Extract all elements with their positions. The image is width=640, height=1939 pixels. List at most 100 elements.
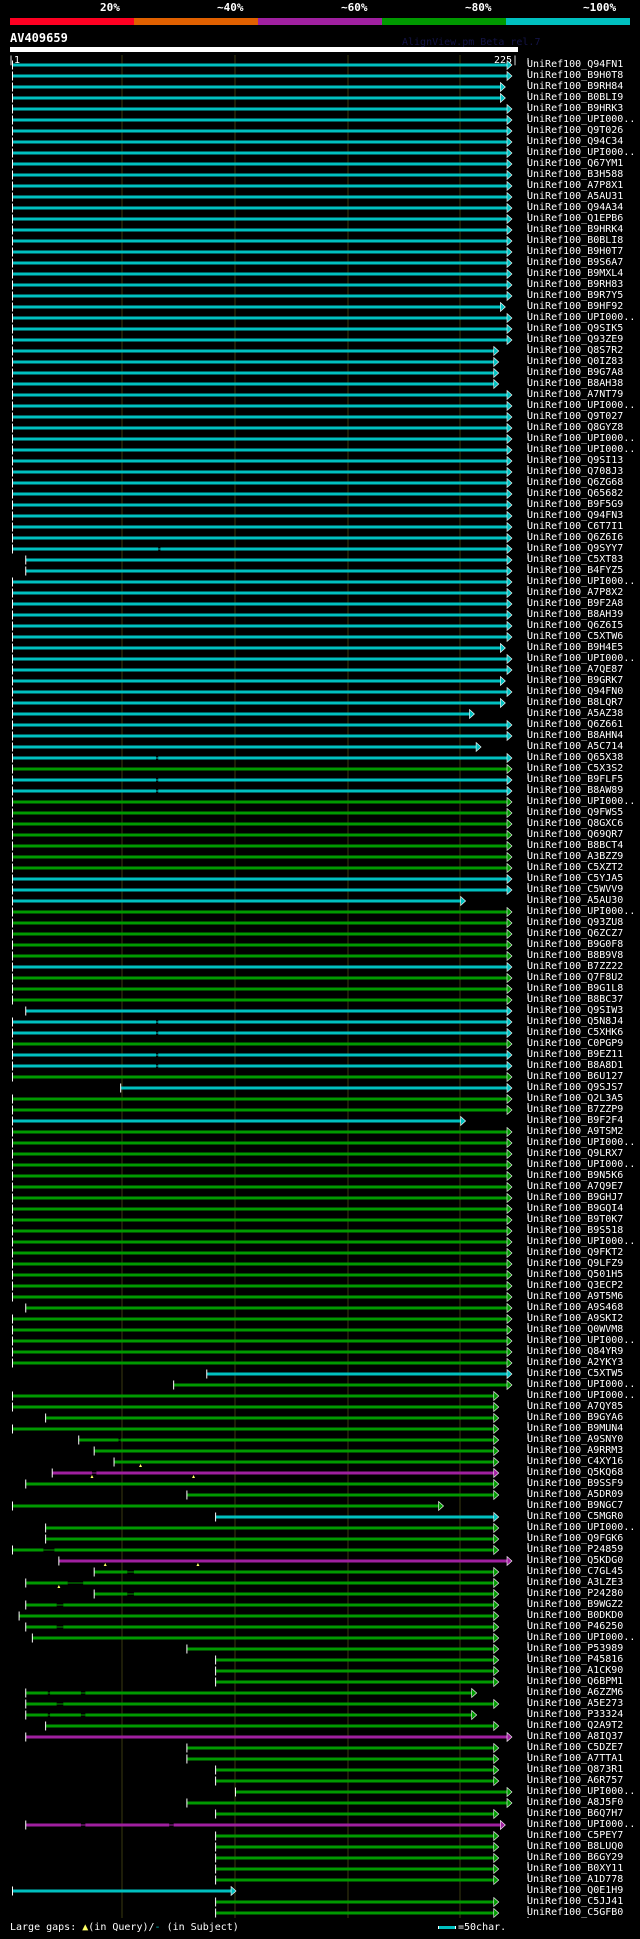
hit-label[interactable]: UniRef100_A5AU31 (527, 191, 624, 202)
hit-label[interactable]: UniRef100_UPI000.. (527, 444, 636, 455)
hit-label[interactable]: UniRef100_A7TTA1 (527, 1753, 624, 1764)
hit-label[interactable]: UniRef100_C5GFB0 (527, 1907, 624, 1918)
hit-label[interactable]: UniRef100_Q9SYY7 (527, 543, 624, 554)
hit-label[interactable]: UniRef100_B9S518 (527, 1225, 624, 1236)
hit-label[interactable]: UniRef100_B9F2F4 (527, 1115, 624, 1126)
hit-label[interactable]: UniRef100_Q94A34 (527, 202, 624, 213)
hit-label[interactable]: UniRef100_UPI000.. (527, 1236, 636, 1247)
hit-label[interactable]: UniRef100_Q94FN1 (527, 59, 624, 70)
hit-label[interactable]: UniRef100_P33324 (527, 1709, 624, 1720)
hit-label[interactable]: UniRef100_Q9FWS5 (527, 807, 624, 818)
hit-label[interactable]: UniRef100_B8A8D1 (527, 1060, 624, 1071)
hit-label[interactable]: UniRef100_P53989 (527, 1643, 624, 1654)
hit-label[interactable]: UniRef100_UPI000.. (527, 1786, 636, 1797)
hit-label[interactable]: UniRef100_Q0E1H9 (527, 1885, 624, 1896)
hit-label[interactable]: UniRef100_UPI000.. (527, 796, 636, 807)
hit-label[interactable]: UniRef100_P46250 (527, 1621, 624, 1632)
hit-label[interactable]: UniRef100_A5C714 (527, 741, 624, 752)
hit-label[interactable]: UniRef100_Q5N8J4 (527, 1016, 624, 1027)
hit-label[interactable]: UniRef100_B9RH83 (527, 279, 624, 290)
hit-label[interactable]: UniRef100_A7NT79 (527, 389, 624, 400)
hit-label[interactable]: UniRef100_C6T7I1 (527, 521, 624, 532)
hit-label[interactable]: UniRef100_UPI000.. (527, 114, 636, 125)
hit-label[interactable]: UniRef100_Q501H5 (527, 1269, 624, 1280)
hit-label[interactable]: UniRef100_B8AH38 (527, 378, 624, 389)
hit-label[interactable]: UniRef100_UPI000.. (527, 1335, 636, 1346)
hit-label[interactable]: UniRef100_UPI000.. (527, 1379, 636, 1390)
hit-label[interactable]: UniRef100_Q8GXC6 (527, 818, 624, 829)
hit-label[interactable]: UniRef100_Q9T027 (527, 411, 624, 422)
hit-label[interactable]: UniRef100_B9NGC7 (527, 1500, 624, 1511)
hit-label[interactable]: UniRef100_C5XHK6 (527, 1027, 624, 1038)
hit-label[interactable]: UniRef100_A5E273 (527, 1698, 624, 1709)
hit-label[interactable]: UniRef100_A9S468 (527, 1302, 624, 1313)
hit-label[interactable]: UniRef100_Q9SJS7 (527, 1082, 624, 1093)
hit-label[interactable]: UniRef100_A7QY85 (527, 1401, 624, 1412)
hit-label[interactable]: UniRef100_B6U127 (527, 1071, 624, 1082)
hit-label[interactable]: UniRef100_Q84YR9 (527, 1346, 624, 1357)
hit-label[interactable]: UniRef100_B9HF92 (527, 301, 624, 312)
hit-label[interactable]: UniRef100_B9HRK3 (527, 103, 624, 114)
hit-label[interactable]: UniRef100_C5JJ41 (527, 1896, 624, 1907)
hit-label[interactable]: UniRef100_Q708J3 (527, 466, 624, 477)
hit-label[interactable]: UniRef100_UPI000.. (527, 653, 636, 664)
hit-label[interactable]: UniRef100_Q6Z661 (527, 719, 624, 730)
hit-label[interactable]: UniRef100_B9T0K7 (527, 1214, 624, 1225)
hit-label[interactable]: UniRef100_P24280 (527, 1588, 624, 1599)
hit-label[interactable]: UniRef100_C5DZE7 (527, 1742, 624, 1753)
hit-label[interactable]: UniRef100_Q5KQ68 (527, 1467, 624, 1478)
hit-label[interactable]: UniRef100_UPI000.. (527, 147, 636, 158)
hit-label[interactable]: UniRef100_Q9FGK6 (527, 1533, 624, 1544)
hit-label[interactable]: UniRef100_B9G0F8 (527, 939, 624, 950)
hit-label[interactable]: UniRef100_Q3ECP2 (527, 1280, 624, 1291)
hit-label[interactable]: UniRef100_C4XY16 (527, 1456, 624, 1467)
hit-label[interactable]: UniRef100_A9RRM3 (527, 1445, 624, 1456)
hit-label[interactable]: UniRef100_Q2L3A5 (527, 1093, 624, 1104)
hit-label[interactable]: UniRef100_C7GL45 (527, 1566, 624, 1577)
hit-label[interactable]: UniRef100_A9SKI2 (527, 1313, 624, 1324)
hit-label[interactable]: UniRef100_Q65X38 (527, 752, 624, 763)
hit-label[interactable]: UniRef100_B9F2A8 (527, 598, 624, 609)
hit-label[interactable]: UniRef100_A3LZE3 (527, 1577, 624, 1588)
hit-label[interactable]: UniRef100_Q6ZCZ7 (527, 928, 624, 939)
hit-label[interactable]: UniRef100_B9N5K6 (527, 1170, 624, 1181)
hit-label[interactable]: UniRef100_B8LQR7 (527, 697, 624, 708)
hit-label[interactable]: UniRef100_B9RH84 (527, 81, 624, 92)
hit-label[interactable]: UniRef100_Q6Z6I5 (527, 620, 624, 631)
hit-label[interactable]: UniRef100_B9G1L8 (527, 983, 624, 994)
hit-label[interactable]: UniRef100_UPI000.. (527, 312, 636, 323)
hit-label[interactable]: UniRef100_Q94FN3 (527, 510, 624, 521)
hit-label[interactable]: UniRef100_B9R7Y5 (527, 290, 624, 301)
hit-label[interactable]: UniRef100_Q6BPM1 (527, 1676, 624, 1687)
hit-label[interactable]: UniRef100_B6Q7H7 (527, 1808, 624, 1819)
hit-label[interactable]: UniRef100_Q9SIK5 (527, 323, 624, 334)
hit-label[interactable]: UniRef100_B9EZ11 (527, 1049, 624, 1060)
hit-label[interactable]: UniRef100_A9TSM2 (527, 1126, 624, 1137)
hit-label[interactable]: UniRef100_B9S6A7 (527, 257, 624, 268)
hit-label[interactable]: UniRef100_A1D778 (527, 1874, 624, 1885)
hit-label[interactable]: UniRef100_Q9T026 (527, 125, 624, 136)
hit-label[interactable]: UniRef100_A5AZ38 (527, 708, 624, 719)
hit-label[interactable]: UniRef100_B9GRK7 (527, 675, 624, 686)
hit-label[interactable]: UniRef100_C5XZT2 (527, 862, 624, 873)
hit-label[interactable]: UniRef100_B9H4E5 (527, 642, 624, 653)
hit-label[interactable]: UniRef100_B9HRK4 (527, 224, 624, 235)
hit-label[interactable]: UniRef100_A8J5F0 (527, 1797, 624, 1808)
hit-label[interactable]: UniRef100_Q5KDG0 (527, 1555, 624, 1566)
hit-label[interactable]: UniRef100_B4FYZ5 (527, 565, 624, 576)
hit-label[interactable]: UniRef100_UPI000.. (527, 1819, 636, 1830)
hit-label[interactable]: UniRef100_A8IQ37 (527, 1731, 624, 1742)
hit-label[interactable]: UniRef100_B9GYA6 (527, 1412, 624, 1423)
hit-label[interactable]: UniRef100_B3H588 (527, 169, 624, 180)
hit-label[interactable]: UniRef100_C0PGP9 (527, 1038, 624, 1049)
hit-label[interactable]: UniRef100_B9F5G9 (527, 499, 624, 510)
hit-label[interactable]: UniRef100_Q94FN0 (527, 686, 624, 697)
hit-label[interactable]: UniRef100_UPI000.. (527, 1632, 636, 1643)
hit-label[interactable]: UniRef100_B7ZZ22 (527, 961, 624, 972)
hit-label[interactable]: UniRef100_A5AU30 (527, 895, 624, 906)
hit-label[interactable]: UniRef100_C5XT83 (527, 554, 624, 565)
hit-label[interactable]: UniRef100_B0XY11 (527, 1863, 624, 1874)
hit-label[interactable]: UniRef100_B0BLI9 (527, 92, 624, 103)
hit-label[interactable]: UniRef100_Q2A9T2 (527, 1720, 624, 1731)
hit-label[interactable]: UniRef100_UPI000.. (527, 433, 636, 444)
